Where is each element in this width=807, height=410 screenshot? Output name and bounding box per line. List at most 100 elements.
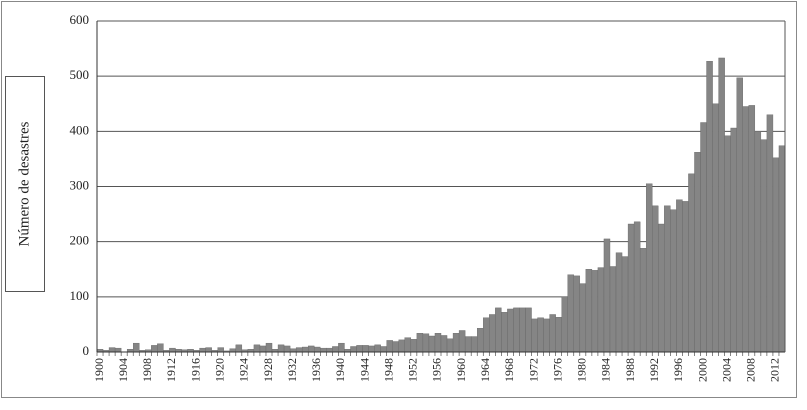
x-tick-label: 1968 — [502, 358, 516, 382]
bar — [416, 333, 424, 353]
bar — [410, 339, 418, 353]
bar — [434, 333, 442, 353]
bar — [422, 333, 430, 353]
bar — [742, 106, 749, 353]
bar — [495, 307, 502, 353]
bar — [283, 345, 291, 353]
bar — [277, 344, 285, 353]
bar — [314, 346, 321, 353]
bar — [754, 131, 762, 353]
bar — [157, 343, 164, 353]
bar — [386, 340, 393, 353]
bar — [603, 238, 611, 353]
bar — [597, 267, 605, 353]
x-tick-label: 1952 — [406, 358, 420, 382]
bar — [464, 336, 472, 353]
bar — [585, 269, 593, 353]
x-tick-label: 1944 — [357, 358, 371, 382]
bar — [133, 342, 140, 353]
y-tick-label: 200 — [70, 233, 90, 248]
bar — [555, 317, 562, 353]
x-tick-label: 1928 — [261, 358, 275, 382]
bar — [519, 307, 526, 353]
x-tick-label: 1936 — [309, 358, 323, 382]
bar — [513, 307, 520, 353]
frame — [1, 1, 797, 398]
bar — [525, 307, 532, 353]
x-tick-label: 1932 — [285, 358, 299, 382]
bar — [748, 105, 756, 353]
bar — [368, 345, 375, 353]
y-tick-label: 400 — [70, 122, 90, 137]
bar — [265, 342, 273, 353]
x-tick-label: 1956 — [430, 358, 444, 382]
bar — [561, 296, 568, 353]
bar — [688, 173, 695, 353]
bar — [470, 336, 478, 353]
bar — [301, 346, 309, 353]
bar — [398, 339, 405, 353]
x-tick-label: 1980 — [575, 358, 589, 382]
bar — [736, 77, 743, 353]
x-tick-label: 1912 — [164, 358, 178, 382]
bar — [507, 308, 514, 353]
bar — [700, 122, 707, 353]
x-tick-label: 1976 — [550, 358, 564, 382]
bar — [404, 337, 412, 353]
bar — [501, 312, 508, 353]
y-tick-label: 100 — [70, 288, 90, 303]
bar — [591, 270, 599, 353]
x-tick-label: 1908 — [140, 358, 154, 382]
bar — [724, 135, 731, 353]
bar — [645, 183, 653, 353]
bar — [549, 314, 556, 353]
x-tick-label: 1916 — [188, 358, 202, 382]
x-tick-label: 2000 — [695, 358, 709, 382]
bar — [658, 223, 665, 353]
x-tick-label: 2012 — [768, 358, 782, 382]
bar — [458, 330, 466, 353]
bar — [573, 275, 581, 353]
x-tick-label: 1904 — [116, 358, 130, 382]
bar — [362, 345, 369, 353]
bar — [217, 347, 224, 353]
bar — [374, 344, 381, 353]
bar — [579, 283, 587, 353]
bar — [718, 57, 725, 353]
bar — [380, 346, 387, 353]
bar — [760, 139, 768, 353]
bar — [489, 314, 496, 353]
x-tick-label: 1972 — [526, 358, 540, 382]
x-tick-label: 1996 — [671, 358, 685, 382]
bar — [664, 205, 671, 353]
bar — [682, 201, 689, 353]
bar — [235, 344, 243, 353]
bar — [706, 61, 713, 353]
y-tick-label: 600 — [70, 12, 90, 27]
x-tick-label: 2004 — [719, 358, 733, 382]
bar — [428, 335, 436, 353]
bar — [670, 209, 677, 353]
x-tick-label: 1984 — [599, 358, 613, 382]
bar — [639, 248, 647, 353]
bar — [169, 347, 176, 353]
y-axis-label: Número de desastres — [16, 121, 32, 246]
x-tick-label: 1964 — [478, 358, 492, 382]
bar — [652, 205, 659, 353]
bar — [295, 347, 303, 353]
bar — [772, 157, 780, 353]
x-tick-label: 1900 — [92, 358, 106, 382]
bar — [712, 103, 719, 353]
x-tick-label: 2008 — [744, 358, 758, 382]
x-tick-label: 1920 — [212, 358, 226, 382]
y-tick-label: 500 — [70, 67, 90, 82]
bar — [338, 342, 345, 353]
bar — [766, 114, 774, 353]
bar — [609, 266, 617, 353]
bar — [483, 317, 490, 353]
bar — [452, 333, 460, 353]
bar — [332, 346, 339, 353]
bar — [326, 347, 333, 353]
bar — [446, 338, 454, 353]
